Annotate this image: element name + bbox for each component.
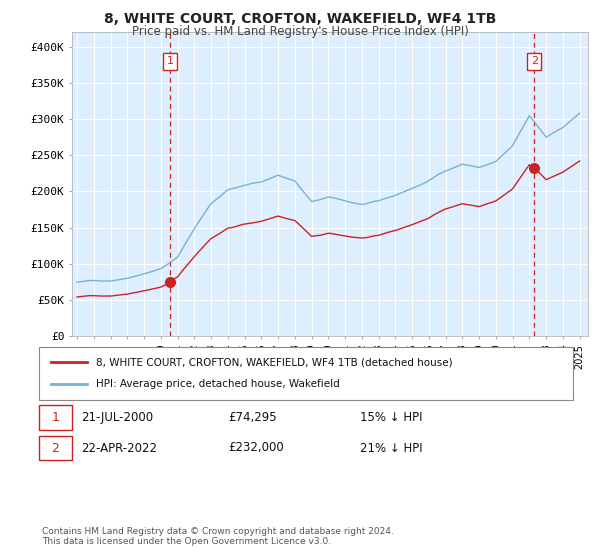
Text: 2: 2 [531, 57, 538, 67]
Text: 22-APR-2022: 22-APR-2022 [81, 441, 157, 455]
Text: 15% ↓ HPI: 15% ↓ HPI [360, 410, 422, 424]
Text: Price paid vs. HM Land Registry's House Price Index (HPI): Price paid vs. HM Land Registry's House … [131, 25, 469, 38]
Text: HPI: Average price, detached house, Wakefield: HPI: Average price, detached house, Wake… [96, 379, 340, 389]
Text: Contains HM Land Registry data © Crown copyright and database right 2024.
This d: Contains HM Land Registry data © Crown c… [42, 526, 394, 546]
Text: 21% ↓ HPI: 21% ↓ HPI [360, 441, 422, 455]
Text: 8, WHITE COURT, CROFTON, WAKEFIELD, WF4 1TB: 8, WHITE COURT, CROFTON, WAKEFIELD, WF4 … [104, 12, 496, 26]
Text: 1: 1 [52, 410, 59, 424]
Text: £74,295: £74,295 [228, 410, 277, 424]
Text: 1: 1 [167, 57, 173, 67]
Text: 8, WHITE COURT, CROFTON, WAKEFIELD, WF4 1TB (detached house): 8, WHITE COURT, CROFTON, WAKEFIELD, WF4 … [96, 357, 452, 367]
Text: 21-JUL-2000: 21-JUL-2000 [81, 410, 153, 424]
Text: £232,000: £232,000 [228, 441, 284, 455]
Text: 2: 2 [52, 441, 59, 455]
